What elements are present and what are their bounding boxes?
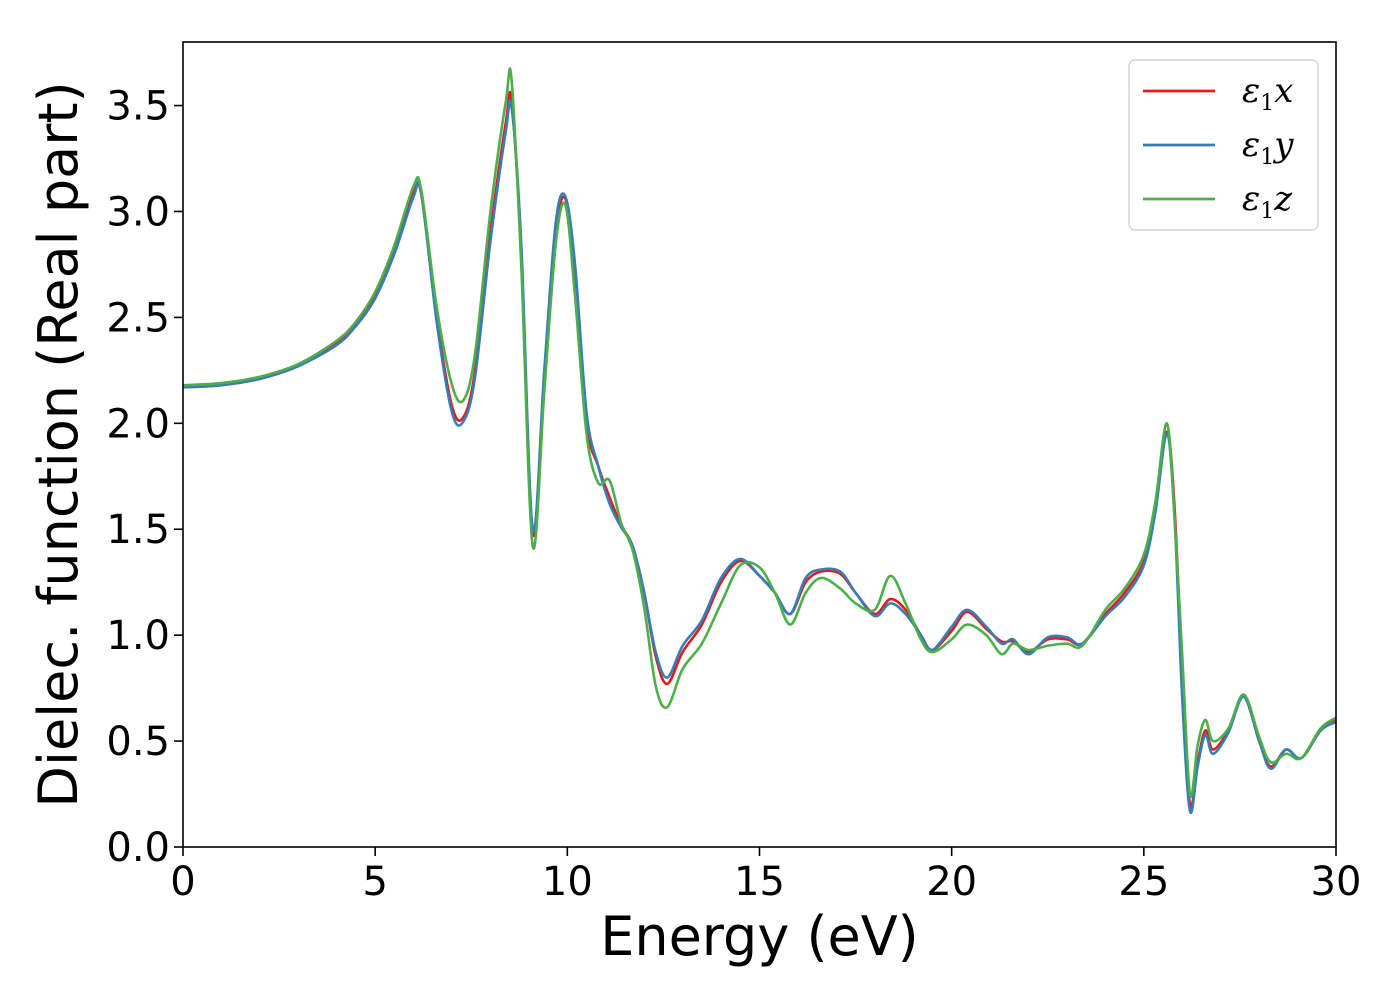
legend-label: ε1x [1242,71,1293,116]
y-tick-label: 3.5 [106,84,170,130]
legend-item-z: ε1z [1143,179,1293,224]
legend: ε1x ε1y ε1z [1128,59,1319,231]
y-tick-label: 3.0 [106,189,170,235]
x-tick-label: 30 [1311,859,1362,905]
series-line-z [183,67,1336,798]
legend-item-y: ε1y [1143,125,1294,170]
legend-label: ε1z [1242,179,1293,224]
x-tick-label: 10 [542,859,593,905]
x-tick-label: 20 [926,859,977,905]
y-tick-label: 1.5 [106,507,170,553]
legend-item-x: ε1x [1143,71,1293,116]
x-tick-label: 0 [170,859,195,905]
x-axis-ticks: 0 5 10 15 20 25 30 [170,847,1361,905]
y-axis-title: Dielec. function (Real part) [27,81,90,807]
legend-label: ε1y [1242,125,1294,170]
plot-lines [183,67,1336,815]
x-tick-label: 15 [734,859,785,905]
x-tick-label: 5 [362,859,387,905]
y-tick-label: 0.0 [106,825,170,871]
legend-box [1128,59,1319,231]
x-axis-title: Energy (eV) [600,905,919,968]
y-tick-label: 0.5 [106,719,170,765]
x-tick-label: 25 [1118,859,1169,905]
y-axis-ticks: 0.0 0.5 1.0 1.5 2.0 2.5 3.0 3.5 [106,84,183,871]
y-tick-label: 2.0 [106,401,170,447]
y-tick-label: 1.0 [106,613,170,659]
y-tick-label: 2.5 [106,295,170,341]
